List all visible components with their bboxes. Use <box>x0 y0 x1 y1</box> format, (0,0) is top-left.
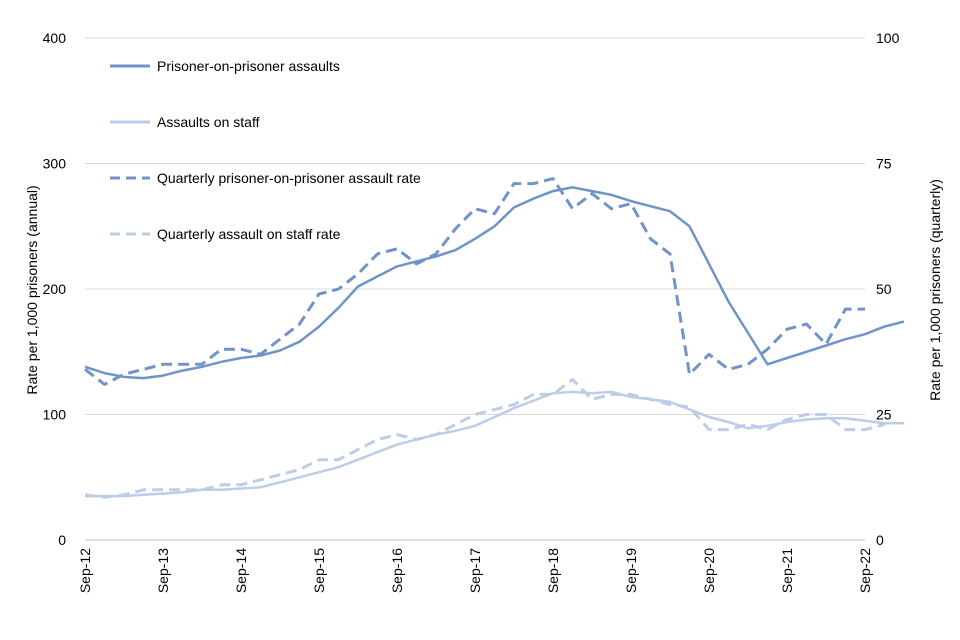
x-tick-label: Sep-12 <box>77 548 93 593</box>
series-line-2 <box>84 177 865 386</box>
y-right-tick-label: 25 <box>876 407 892 423</box>
x-tick-label: Sep-18 <box>545 548 561 593</box>
y-right-tick-label: 75 <box>876 156 892 172</box>
y-left-tick-label: 400 <box>43 30 67 46</box>
x-tick-label: Sep-17 <box>467 548 483 593</box>
series-line-1 <box>85 390 904 498</box>
y-right-tick-label: 0 <box>876 532 884 548</box>
series-line-3 <box>84 377 885 499</box>
legend-label-series-3: Quarterly assault on staff rate <box>157 226 341 242</box>
y-left-tick-label: 100 <box>43 407 67 423</box>
y-axis-right-title: Rate per 1,000 prisoners (quarterly) <box>927 179 943 401</box>
series-line-0 <box>84 186 905 380</box>
legend-label-series-0: Prisoner-on-prisoner assaults <box>157 58 340 74</box>
x-tick-label: Sep-20 <box>701 548 717 593</box>
axes: 0 100 200 300 400 0 25 50 75 100 Sep-12 Sep-13 Sep-1… <box>43 30 900 593</box>
gridlines <box>85 37 865 415</box>
x-tick-label: Sep-16 <box>389 548 405 593</box>
y-right-tick-label: 50 <box>876 281 892 297</box>
y-left-tick-label: 300 <box>43 156 67 172</box>
x-tick-label: Sep-22 <box>857 548 873 593</box>
y-left-tick-label: 200 <box>43 281 67 297</box>
legend-label-series-2: Quarterly prisoner-on-prisoner assault r… <box>157 170 421 186</box>
legend: Prisoner-on-prisoner assaults Assaults o… <box>110 58 421 242</box>
x-tick-label: Sep-14 <box>233 548 249 593</box>
y-right-tick-label: 100 <box>876 30 900 46</box>
legend-label-series-1: Assaults on staff <box>157 114 260 130</box>
y-axis-left-title: Rate per 1,000 prisoners (annual) <box>24 185 40 394</box>
x-tick-label: Sep-19 <box>623 548 639 593</box>
x-tick-label: Sep-15 <box>311 548 327 593</box>
x-tick-label: Sep-13 <box>155 548 171 593</box>
x-tick-label: Sep-21 <box>779 548 795 593</box>
y-left-tick-label: 0 <box>58 532 66 548</box>
series-layer <box>84 177 905 499</box>
